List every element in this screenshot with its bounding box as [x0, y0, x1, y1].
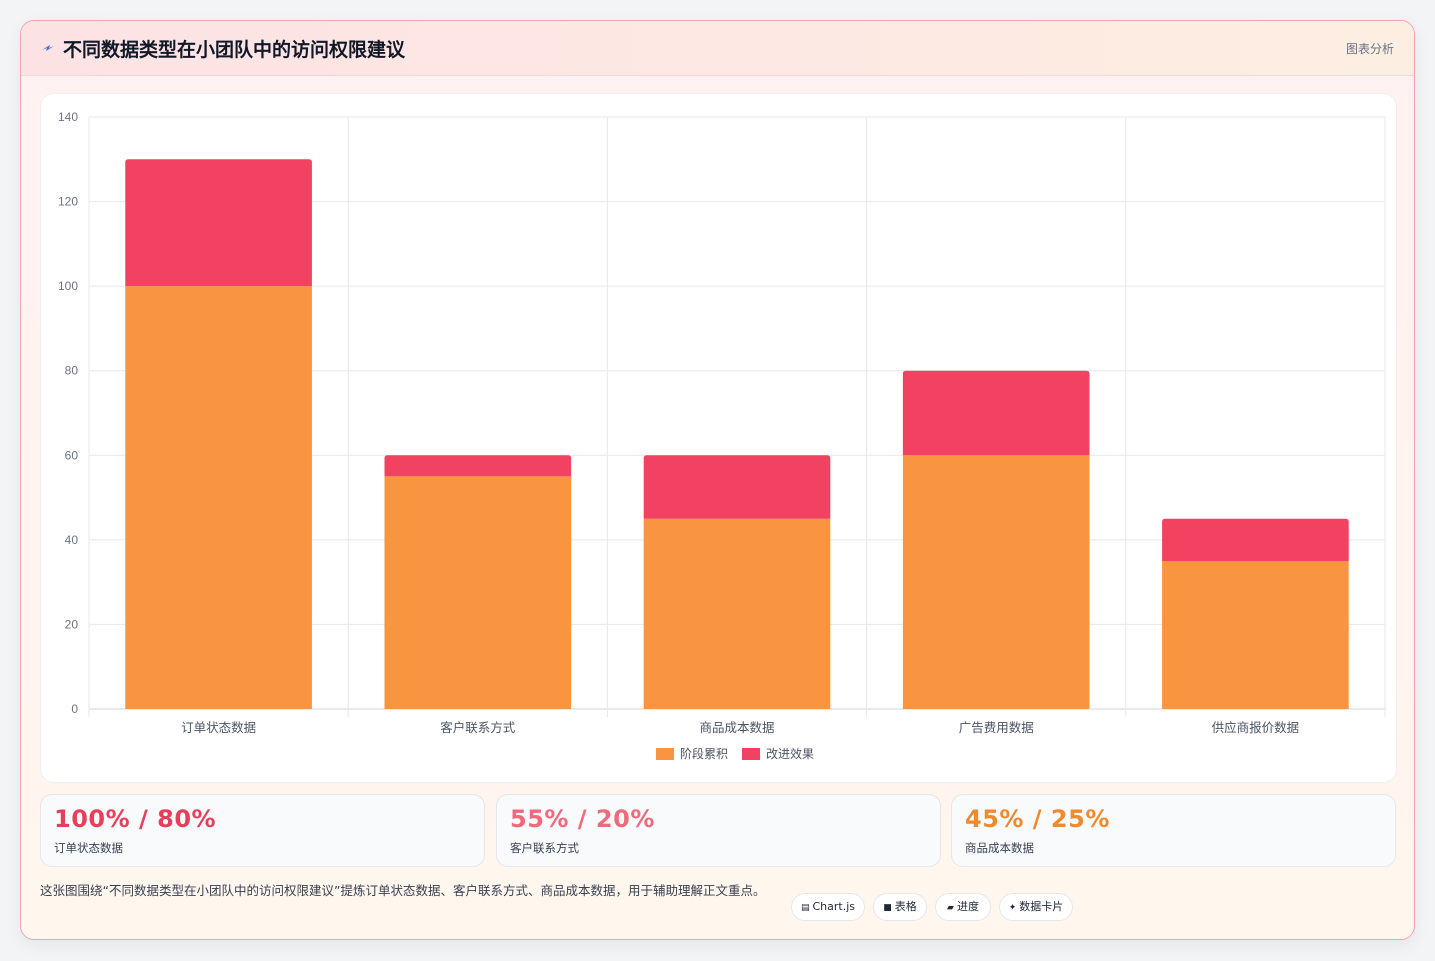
legend-swatch [656, 748, 674, 760]
header-tag: 图表分析 [1345, 42, 1394, 56]
stat-label: 客户联系方式 [510, 841, 579, 855]
y-tick-label: 40 [65, 533, 79, 547]
y-tick-label: 80 [65, 364, 79, 378]
y-tick-label: 120 [58, 195, 78, 209]
y-tick-label: 140 [58, 110, 78, 124]
stat-card: 55% / 20% 客户联系方式 [496, 794, 941, 867]
stat-label: 订单状态数据 [54, 841, 123, 855]
x-tick-label: 订单状态数据 [181, 720, 256, 735]
x-tick-label: 客户联系方式 [440, 720, 516, 735]
chart-icon: ▤ [800, 903, 810, 913]
bar-segment [384, 476, 572, 709]
bar-segment [125, 286, 312, 709]
stat-value: 100% / 80% [54, 805, 217, 833]
x-tick-label: 广告费用数据 [959, 720, 1034, 735]
progress-icon: ▰ [947, 903, 954, 913]
chart-description: 这张图围绕“不同数据类型在小团队中的访问权限建议”提炼订单状态数据、客户联系方式… [40, 883, 766, 898]
stat-value: 45% / 25% [965, 805, 1110, 833]
lightning-icon [42, 45, 54, 51]
legend-swatch [742, 748, 760, 760]
stat-label: 商品成本数据 [965, 841, 1034, 855]
card-header: 不同数据类型在小团队中的访问权限建议 图表分析 [21, 21, 1414, 76]
bar-segment [125, 159, 312, 287]
x-tick-label: 商品成本数据 [699, 720, 774, 735]
bar-segment [902, 370, 1090, 456]
stacked-bar-chart: 0 20 40 60 80 100 120 140 订单状态数据 客户联系方式 商品成本数据 广告费用… [58, 110, 1386, 761]
stat-card: 100% / 80% 订单状态数据 [40, 794, 485, 867]
page-title: 不同数据类型在小团队中的访问权限建议 [63, 39, 406, 61]
chart-card: 不同数据类型在小团队中的访问权限建议 图表分析 0 20 40 60 80 100 120 1… [20, 20, 1415, 940]
bar-segment [902, 455, 1090, 709]
legend-label: 阶段累积 [680, 746, 728, 761]
table-icon: ■ [883, 903, 892, 913]
chart-container: 0 20 40 60 80 100 120 140 订单状态数据 客户联系方式 商品成本数据 广告费用… [40, 93, 1397, 783]
legend-label: 改进效果 [766, 746, 814, 761]
y-tick-label: 0 [71, 702, 78, 716]
sparkle-icon: ✦ [1008, 903, 1017, 913]
stat-value: 55% / 20% [510, 805, 655, 833]
bar-segment [384, 455, 572, 477]
bar-segment [1162, 561, 1349, 709]
stat-card: 45% / 25% 商品成本数据 [951, 794, 1396, 867]
y-tick-label: 20 [65, 617, 79, 631]
x-tick-label: 供应商报价数据 [1212, 720, 1300, 735]
bar-segment [643, 455, 831, 519]
chip-table[interactable]: ■ 表格 [873, 893, 927, 921]
bar-segment [643, 518, 831, 709]
chip-chartjs[interactable]: ▤ Chart.js [791, 893, 865, 921]
chip-data-card[interactable]: ✦ 数据卡片 [999, 893, 1073, 921]
y-tick-label: 100 [58, 279, 78, 293]
chip-progress[interactable]: ▰ 进度 [935, 893, 991, 921]
y-tick-label: 60 [65, 448, 79, 462]
bar-segment [1162, 518, 1349, 561]
